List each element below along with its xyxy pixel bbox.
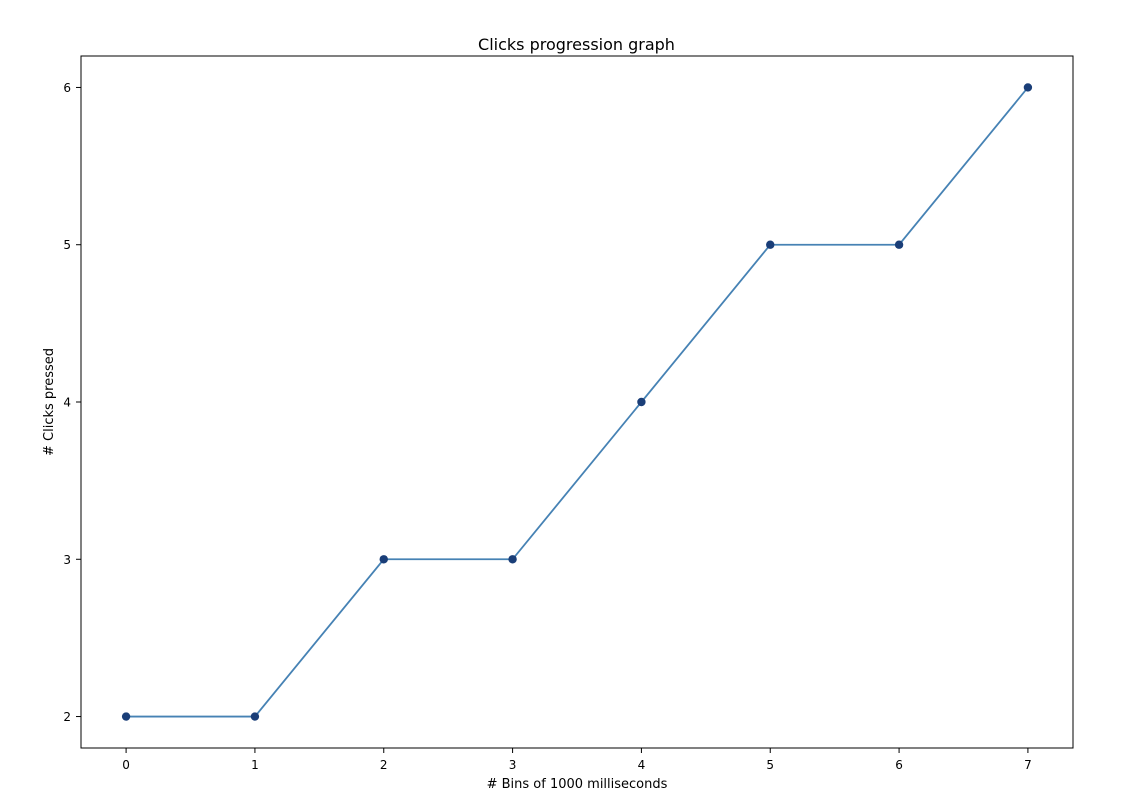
chart-title: Clicks progression graph — [478, 35, 675, 54]
x-tick-label: 0 — [122, 758, 130, 772]
data-point — [250, 712, 260, 721]
x-tick-label: 3 — [509, 758, 517, 772]
x-tick-label: 7 — [1024, 758, 1032, 772]
data-point — [766, 240, 775, 249]
x-tick-label: 5 — [766, 758, 774, 772]
x-tick-label: 1 — [251, 758, 259, 772]
y-tick-label: 6 — [63, 81, 71, 95]
plot-area-frame — [80, 55, 1074, 749]
x-axis-ticks: 0 1 2 3 4 5 6 7 — [122, 748, 1032, 772]
y-axis-label: # Clicks pressed — [42, 348, 57, 456]
data-point — [894, 240, 904, 249]
x-tick-label: 2 — [380, 758, 388, 772]
series-line — [126, 86, 1029, 718]
data-point — [121, 712, 131, 721]
y-tick-label: 3 — [63, 553, 71, 567]
series-layer — [121, 83, 1033, 721]
y-axis-ticks: 2 3 4 5 6 — [63, 81, 81, 724]
x-tick-label: 6 — [895, 758, 903, 772]
data-point — [508, 555, 517, 564]
x-axis-label: # Bins of 1000 milliseconds — [487, 777, 668, 792]
data-point — [1023, 83, 1033, 92]
y-tick-label: 4 — [63, 396, 71, 410]
y-tick-label: 2 — [63, 710, 71, 724]
y-tick-label: 5 — [63, 238, 71, 252]
data-point — [379, 555, 388, 564]
x-tick-label: 4 — [638, 758, 646, 772]
data-point — [637, 397, 646, 407]
